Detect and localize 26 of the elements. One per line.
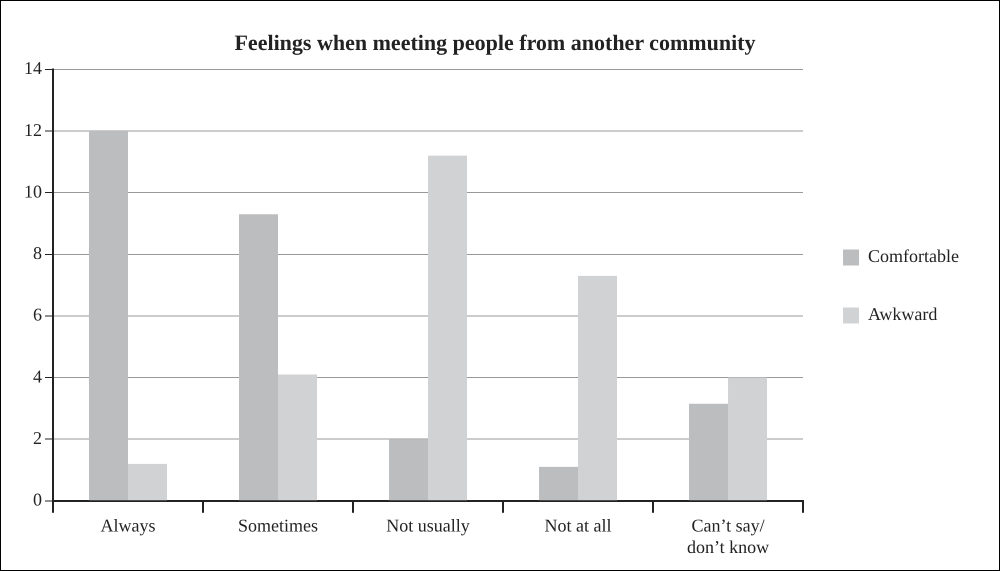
chart-title: Feelings when meeting people from another community — [234, 30, 756, 55]
y-tick-label: 8 — [33, 243, 42, 264]
x-tick-label: Always — [100, 515, 156, 536]
bar — [89, 131, 128, 500]
y-tick-label: 6 — [33, 304, 42, 325]
x-tick-label: Sometimes — [238, 515, 318, 536]
legend-label: Comfortable — [868, 246, 960, 266]
y-tick-label: 2 — [33, 428, 42, 448]
legend-label: Awkward — [868, 304, 938, 324]
bar — [539, 466, 578, 500]
y-tick-label: 12 — [24, 120, 42, 140]
x-tick-label: Can’t say/ don’t know — [686, 515, 770, 557]
bar — [128, 464, 168, 500]
bar — [428, 156, 468, 500]
y-tick-label: 10 — [24, 181, 42, 202]
bar — [689, 404, 728, 500]
x-tick-label: Not at all — [544, 515, 612, 536]
x-tick-label: Not usually — [386, 515, 470, 536]
bar — [239, 214, 278, 500]
y-tick-label: 14 — [24, 58, 42, 78]
bar — [278, 374, 318, 500]
bar — [389, 439, 428, 500]
y-tick-label: 4 — [33, 366, 42, 386]
y-tick-label: 0 — [33, 490, 42, 510]
bar — [578, 276, 618, 500]
bar — [728, 378, 768, 500]
